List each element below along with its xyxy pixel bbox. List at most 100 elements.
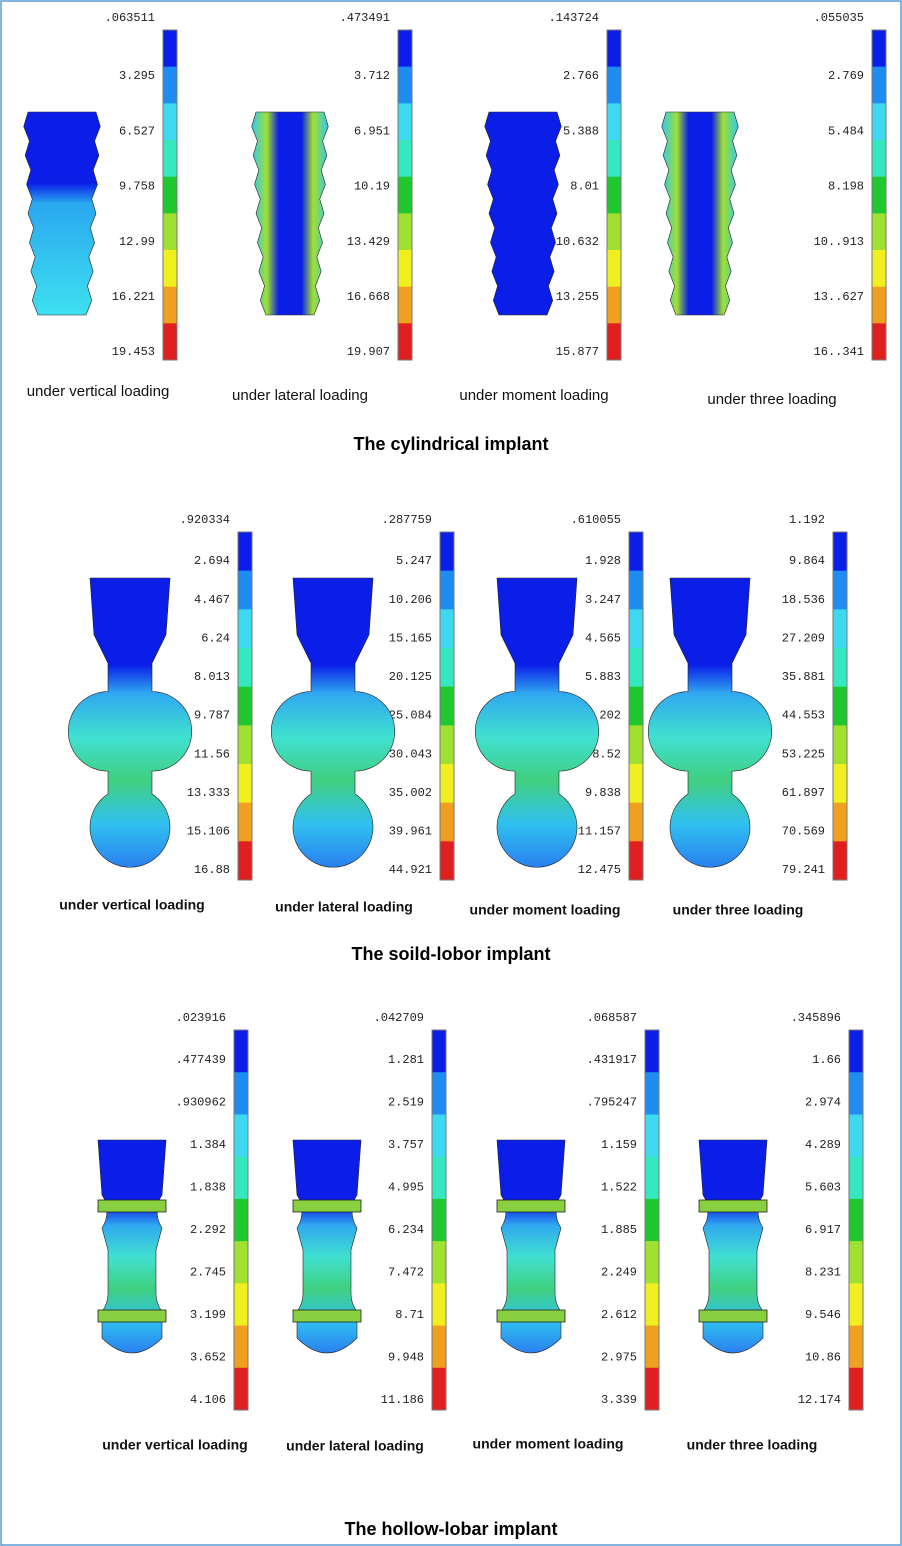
legend-label: 1.928 bbox=[585, 554, 621, 568]
legend-band bbox=[432, 1072, 446, 1115]
thread-band bbox=[699, 1310, 767, 1322]
legend-band bbox=[440, 841, 454, 880]
legend-band bbox=[607, 323, 621, 360]
legend-band bbox=[629, 571, 643, 610]
legend-band bbox=[163, 213, 177, 250]
legend-band bbox=[872, 177, 886, 214]
legend-band bbox=[398, 103, 412, 140]
legend-band bbox=[432, 1241, 446, 1284]
legend-label: 70.569 bbox=[782, 825, 825, 839]
legend-label: 2.745 bbox=[190, 1266, 226, 1280]
legend-label: 3.339 bbox=[601, 1393, 637, 1407]
legend-band bbox=[432, 1030, 446, 1073]
legend-label: 4.995 bbox=[388, 1181, 424, 1195]
legend-band bbox=[163, 287, 177, 324]
legend-label: 4.106 bbox=[190, 1393, 226, 1407]
legend-label: 8.013 bbox=[194, 670, 230, 684]
legend-label: 2.766 bbox=[563, 69, 599, 83]
legend-band bbox=[238, 687, 252, 726]
panel-caption: under moment loading bbox=[459, 387, 608, 404]
legend-label: 2.769 bbox=[828, 69, 864, 83]
legend-label: 10..913 bbox=[814, 235, 864, 249]
legend-label: 8.52 bbox=[592, 747, 621, 761]
legend-band bbox=[607, 213, 621, 250]
legend-label: 16..341 bbox=[814, 345, 864, 359]
legend-band bbox=[645, 1072, 659, 1115]
legend-band bbox=[645, 1326, 659, 1369]
implant bbox=[68, 578, 192, 867]
legend-band bbox=[872, 140, 886, 177]
legend-band bbox=[833, 609, 847, 648]
legend-band bbox=[238, 648, 252, 687]
legend-band bbox=[629, 687, 643, 726]
legend-label: 1.885 bbox=[601, 1223, 637, 1237]
legend-label: 5.603 bbox=[805, 1181, 841, 1195]
implant bbox=[648, 578, 772, 867]
thread-band bbox=[98, 1200, 166, 1212]
legend-label: 13.333 bbox=[187, 786, 230, 800]
legend-band bbox=[234, 1072, 248, 1115]
legend-label: 5.484 bbox=[828, 124, 864, 138]
implant bbox=[24, 112, 101, 315]
legend-label: .042709 bbox=[374, 1011, 424, 1025]
legend-label: 79.241 bbox=[782, 863, 825, 877]
legend-band bbox=[432, 1368, 446, 1411]
section-title: The hollow-lobar implant bbox=[345, 1519, 558, 1539]
legend-band bbox=[849, 1072, 863, 1115]
legend-band bbox=[833, 571, 847, 610]
legend-label: 6.234 bbox=[388, 1223, 424, 1237]
legend-label: 53.225 bbox=[782, 747, 825, 761]
legend-label: .023916 bbox=[176, 1011, 226, 1025]
legend-band bbox=[163, 140, 177, 177]
legend-label: 1.522 bbox=[601, 1181, 637, 1195]
legend-label: 16.668 bbox=[347, 290, 390, 304]
legend-band bbox=[849, 1114, 863, 1157]
legend-band bbox=[234, 1114, 248, 1157]
legend-band bbox=[398, 250, 412, 287]
legend-band bbox=[440, 764, 454, 803]
panel-caption: under moment loading bbox=[473, 1436, 624, 1452]
legend-band bbox=[872, 213, 886, 250]
legend-band bbox=[163, 30, 177, 67]
panel-caption: under lateral loading bbox=[286, 1438, 424, 1454]
legend-label: 15.106 bbox=[187, 825, 230, 839]
legend-label: 35.002 bbox=[389, 786, 432, 800]
legend-label: 44.921 bbox=[389, 863, 432, 877]
legend-band bbox=[234, 1283, 248, 1326]
legend-band bbox=[629, 725, 643, 764]
legend-band bbox=[398, 323, 412, 360]
legend-band bbox=[238, 841, 252, 880]
legend-label: 4.289 bbox=[805, 1138, 841, 1152]
legend-label: 2.292 bbox=[190, 1223, 226, 1237]
legend-label: 9.948 bbox=[388, 1351, 424, 1365]
legend-label: 2.974 bbox=[805, 1096, 841, 1110]
legend-label: 20.125 bbox=[389, 670, 432, 684]
legend-band bbox=[163, 103, 177, 140]
legend-label: .795247 bbox=[587, 1096, 637, 1110]
legend-band bbox=[163, 250, 177, 287]
legend-label: 2.694 bbox=[194, 554, 230, 568]
legend-label: 10.19 bbox=[354, 180, 390, 194]
legend-label: 12.99 bbox=[119, 235, 155, 249]
legend-label: 25.084 bbox=[389, 709, 432, 723]
legend-band bbox=[432, 1199, 446, 1242]
legend-band bbox=[234, 1368, 248, 1411]
legend-label: 10.206 bbox=[389, 593, 432, 607]
legend-band bbox=[833, 764, 847, 803]
legend-label: 5.883 bbox=[585, 670, 621, 684]
legend-label: 13..627 bbox=[814, 290, 864, 304]
legend-label: 35.881 bbox=[782, 670, 825, 684]
legend-band bbox=[607, 140, 621, 177]
legend-band bbox=[398, 30, 412, 67]
legend-label: 3.295 bbox=[119, 69, 155, 83]
legend-band bbox=[833, 725, 847, 764]
legend-band bbox=[629, 764, 643, 803]
legend-label: 10.632 bbox=[556, 235, 599, 249]
legend-band bbox=[849, 1326, 863, 1369]
legend-label: 18.536 bbox=[782, 593, 825, 607]
legend-band bbox=[238, 803, 252, 842]
legend-label: 1.66 bbox=[812, 1053, 841, 1067]
legend-label: 16.88 bbox=[194, 863, 230, 877]
legend-label: 9.546 bbox=[805, 1308, 841, 1322]
legend-band bbox=[234, 1326, 248, 1369]
